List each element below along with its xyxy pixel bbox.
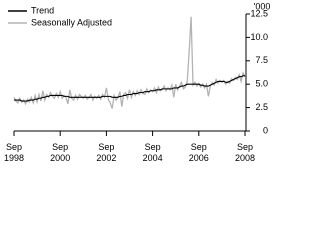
x-tick-label: Sep 2002 (96, 142, 117, 163)
series-line (14, 75, 245, 102)
chart: '000 0 2.5 5.0 7.5 10.0 12.5 Trend Seasonally A… (3, 1, 271, 163)
x-tick-label: Sep 1998 (3, 142, 25, 163)
y-tick-label: 0 (263, 125, 268, 135)
x-tick-label: Sep 2004 (142, 142, 163, 163)
legend-label: Seasonally Adjusted (31, 17, 112, 27)
y-tick-label: 7.5 (255, 55, 268, 65)
x-tick-label: Sep 2000 (50, 142, 71, 163)
x-tick-label: Sep 2008 (234, 142, 256, 163)
series-line (13, 16, 246, 109)
y-tick-label: 2.5 (255, 102, 268, 112)
chart-svg: '000 0 2.5 5.0 7.5 10.0 12.5 Trend Seasonally A… (8, 1, 271, 136)
legend-label: Trend (31, 5, 54, 15)
y-tick-label: 10.0 (250, 32, 268, 42)
y-tick-label: 5.0 (255, 79, 268, 89)
x-tick-label: Sep 2006 (188, 142, 209, 163)
y-axis-label: '000 (254, 1, 271, 11)
y-tick-label: 12.5 (250, 8, 268, 18)
